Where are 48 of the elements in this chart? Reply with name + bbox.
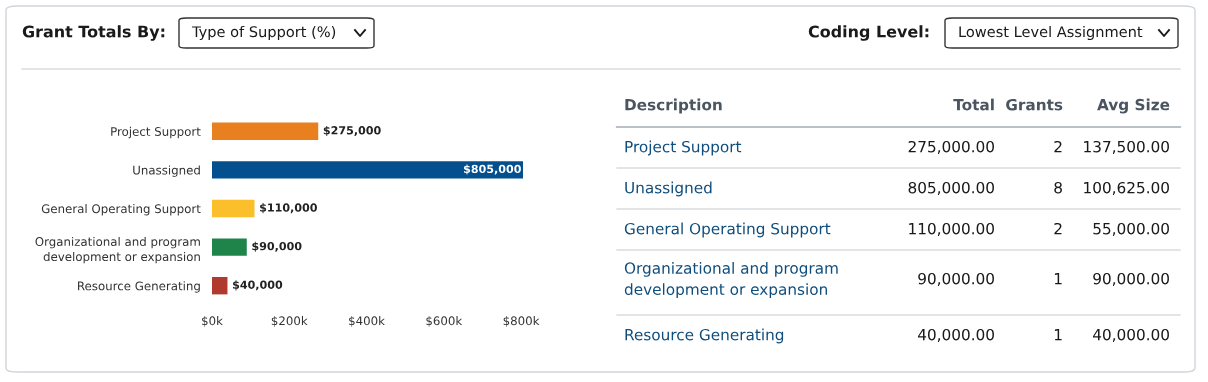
x-tick-label: $400k xyxy=(349,316,385,327)
text: Avg Size xyxy=(1097,98,1170,114)
text: 275,000.00 xyxy=(908,140,994,154)
data-label: $805,000 xyxy=(463,164,521,175)
text: Lowest Level Assignment xyxy=(959,25,1143,41)
x-tick-label: $0k xyxy=(202,316,223,327)
x-tick-label: $200k xyxy=(271,316,308,327)
text: Coding Level: xyxy=(808,25,929,41)
text: Resource Generating xyxy=(625,328,784,344)
bar xyxy=(212,277,228,295)
y-tick-label: Organizational and program development or expansion xyxy=(35,236,200,264)
x-tick-label: $600k xyxy=(426,316,463,327)
text: Unassigned xyxy=(625,181,712,197)
text: Total xyxy=(953,98,994,111)
data-label: $40,000 xyxy=(232,280,283,291)
text: 8 xyxy=(1054,181,1062,194)
y-tick-label: Resource Generating xyxy=(78,281,200,293)
text: Project Support xyxy=(625,140,742,156)
text: Description xyxy=(625,98,722,114)
text: Grant Totals By: xyxy=(22,25,165,41)
text: 137,500.00 xyxy=(1084,140,1169,154)
text: 40,000.00 xyxy=(917,328,994,342)
text: 55,000.00 xyxy=(1093,222,1169,236)
text: 40,000.00 xyxy=(1092,328,1169,342)
text: 110,000.00 xyxy=(909,222,994,236)
text: General Operating Support xyxy=(624,222,831,238)
bar xyxy=(212,161,523,179)
data-label: $90,000 xyxy=(252,241,302,252)
text: 90,000.00 xyxy=(1093,272,1169,286)
bar xyxy=(212,199,255,218)
bar xyxy=(212,238,247,256)
y-tick-label: Unassigned xyxy=(133,165,200,177)
text: 90,000.00 xyxy=(918,272,994,286)
text: 2 xyxy=(1054,140,1062,153)
text: Grants xyxy=(1006,98,1063,111)
text: 1 xyxy=(1054,273,1062,285)
text: 805,000.00 xyxy=(908,181,994,195)
y-tick-label: Project Support xyxy=(111,126,201,139)
text: 2 xyxy=(1054,222,1062,235)
data-label: $275,000 xyxy=(323,125,381,136)
bar xyxy=(212,122,319,140)
y-tick-label: General Operating Support xyxy=(41,204,201,216)
data-label: $110,000 xyxy=(260,203,317,214)
text: 1 xyxy=(1054,329,1062,341)
text: 100,625.00 xyxy=(1084,181,1169,195)
text: Type of Support (%) xyxy=(191,25,336,41)
x-tick-label: $800k xyxy=(503,316,540,327)
text: Organizational and program development or expansion xyxy=(624,262,838,298)
